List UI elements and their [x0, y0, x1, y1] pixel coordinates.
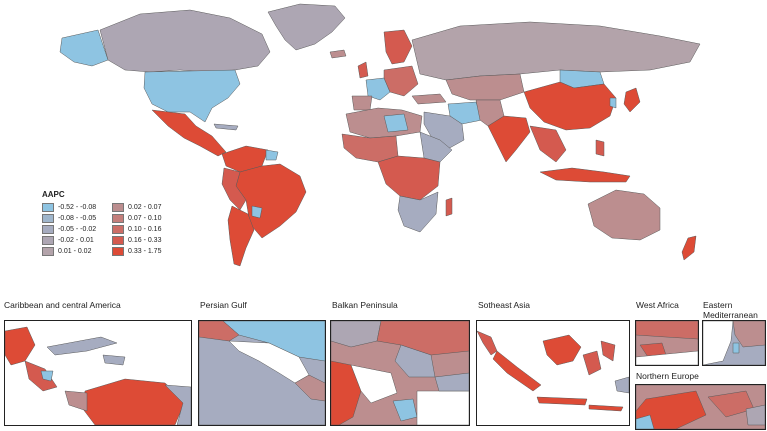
iberia	[351, 95, 373, 111]
north-africa	[345, 107, 423, 139]
legend-entry: -0.02 - 0.01	[42, 236, 112, 245]
legend: AAPC -0.52 - -0.08 -0.08 - -0.05 -0.05 -…	[42, 190, 182, 256]
legend-label: 0.10 - 0.16	[128, 226, 162, 233]
legend-entry: 0.16 - 0.33	[112, 236, 182, 245]
argentina-chile	[227, 205, 255, 267]
inset-southeast-asia-map	[477, 330, 629, 412]
inset-eastern-mediterranean-map	[703, 321, 765, 365]
japan	[623, 87, 641, 113]
inset-balkan-map	[331, 321, 469, 425]
world-choropleth-map	[59, 3, 701, 267]
legend-entry: 0.10 - 0.16	[112, 225, 182, 234]
central-africa	[377, 155, 441, 201]
legend-swatch	[112, 225, 124, 234]
inset-caribbean-map	[5, 326, 191, 425]
legend-swatch	[42, 225, 54, 234]
inset-title-west-africa: West Africa	[636, 300, 679, 310]
southern-africa	[397, 191, 439, 233]
iceland	[329, 49, 347, 59]
cuba	[213, 123, 239, 131]
iran	[447, 101, 483, 125]
legend-title: AAPC	[42, 190, 65, 199]
greenland	[267, 3, 346, 51]
inset-caribbean	[4, 320, 192, 426]
legend-grid: -0.52 - -0.08 -0.08 - -0.05 -0.05 - -0.0…	[42, 203, 182, 256]
inset-northern-europe	[635, 384, 766, 430]
legend-swatch	[112, 236, 124, 245]
legend-entry: 0.02 - 0.07	[112, 203, 182, 212]
guyana	[265, 149, 279, 161]
turkey	[411, 93, 447, 105]
legend-label: 0.01 - 0.02	[58, 248, 92, 255]
russia	[411, 21, 701, 81]
legend-swatch	[112, 247, 124, 256]
indochina	[529, 125, 567, 163]
alaska	[59, 29, 109, 67]
central-asia	[445, 73, 525, 101]
legend-label: 0.07 - 0.10	[128, 215, 162, 222]
inset-southeast-asia	[476, 320, 630, 426]
inset-persian-gulf-map	[199, 321, 325, 425]
arabia	[423, 111, 465, 151]
philippines	[595, 139, 605, 157]
inset-title-balkan: Balkan Peninsula	[332, 300, 398, 310]
inset-eastern-mediterranean	[702, 320, 766, 366]
scandinavia	[383, 29, 413, 65]
inset-northern-europe-map	[636, 385, 765, 429]
legend-label: -0.08 - -0.05	[58, 215, 97, 222]
libya	[383, 113, 409, 133]
indonesia	[539, 167, 631, 183]
inset-west-africa-map	[636, 321, 698, 365]
australia	[587, 189, 661, 241]
legend-entry: -0.08 - -0.05	[42, 214, 112, 223]
legend-swatch	[42, 236, 54, 245]
paraguay	[251, 205, 263, 219]
legend-label: 0.16 - 0.33	[128, 237, 162, 244]
inset-title-caribbean: Caribbean and central America	[4, 300, 121, 310]
france	[365, 77, 391, 101]
legend-label: -0.05 - -0.02	[58, 226, 97, 233]
inset-title-eastern-mediterranean: Eastern Mediterranean	[703, 300, 758, 320]
mexico	[151, 109, 227, 157]
legend-label: 0.33 - 1.75	[128, 248, 162, 255]
legend-entry: 0.07 - 0.10	[112, 214, 182, 223]
united-kingdom	[357, 61, 369, 79]
inset-title-northern-europe: Northern Europe	[636, 371, 699, 381]
legend-swatch	[112, 203, 124, 212]
horn-of-africa	[419, 131, 453, 163]
india	[487, 115, 531, 163]
legend-entry: -0.52 - -0.08	[42, 203, 112, 212]
legend-swatch	[42, 203, 54, 212]
china	[523, 81, 617, 131]
legend-swatch	[112, 214, 124, 223]
inset-balkan	[330, 320, 470, 426]
canada	[99, 9, 271, 73]
inset-persian-gulf	[198, 320, 326, 426]
west-africa	[341, 133, 399, 163]
korea	[609, 97, 617, 109]
inset-title-persian-gulf: Persian Gulf	[200, 300, 247, 310]
madagascar	[445, 197, 453, 217]
united-states	[143, 69, 241, 123]
inset-west-africa	[635, 320, 699, 366]
inset-title-southeast-asia: Sotheast Asia	[478, 300, 530, 310]
new-zealand	[681, 235, 697, 261]
legend-entry: 0.33 - 1.75	[112, 247, 182, 256]
legend-entry: 0.01 - 0.02	[42, 247, 112, 256]
legend-entry: -0.05 - -0.02	[42, 225, 112, 234]
legend-label: -0.02 - 0.01	[58, 237, 94, 244]
legend-swatch	[42, 247, 54, 256]
legend-label: -0.52 - -0.08	[58, 204, 97, 211]
legend-label: 0.02 - 0.07	[128, 204, 162, 211]
central-europe	[383, 65, 419, 97]
legend-swatch	[42, 214, 54, 223]
peru-bolivia	[221, 167, 247, 211]
